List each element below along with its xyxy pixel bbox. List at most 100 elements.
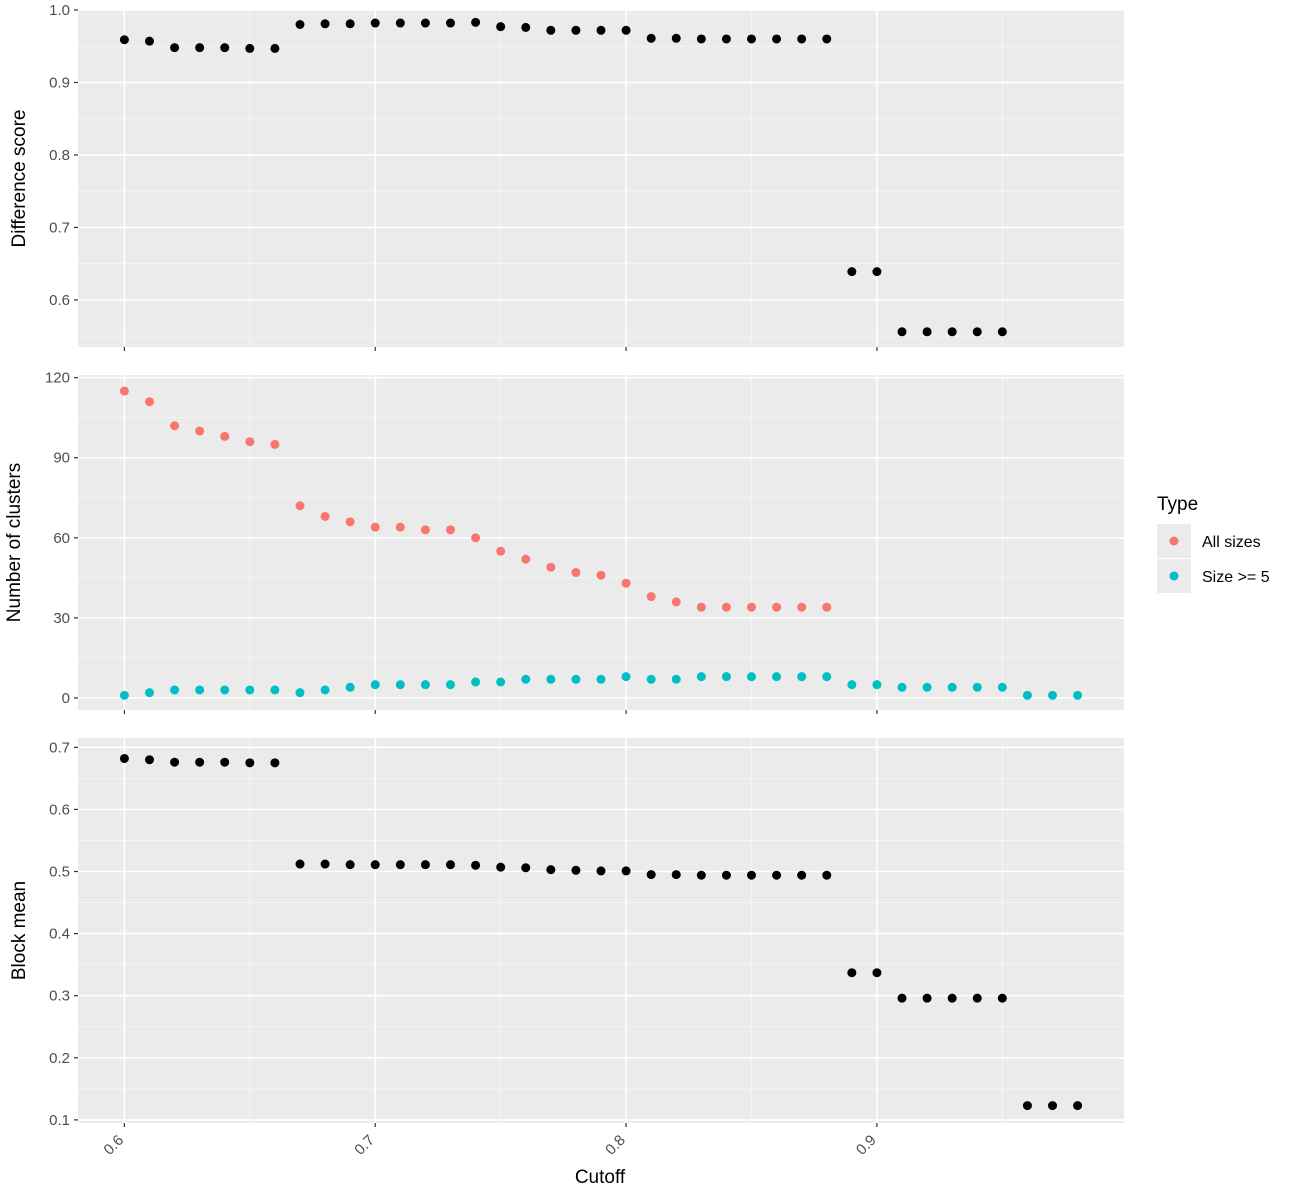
- data-point: [445, 525, 455, 535]
- data-point: [772, 602, 782, 612]
- data-point: [496, 546, 506, 556]
- y-tick-label: 0.2: [49, 1050, 70, 1067]
- data-point: [270, 43, 280, 53]
- data-point: [245, 758, 255, 768]
- legend-label-all-sizes: All sizes: [1202, 534, 1261, 551]
- data-point: [144, 755, 154, 765]
- y-tick-label: 0.8: [49, 147, 70, 164]
- data-point: [571, 25, 581, 35]
- y-tick-label: 0.6: [49, 801, 70, 818]
- data-point: [972, 682, 982, 692]
- data-point: [496, 862, 506, 872]
- data-point: [496, 677, 506, 687]
- legend: Type All sizes Size >= 5: [1157, 494, 1270, 593]
- data-point: [195, 757, 205, 767]
- data-point: [922, 682, 932, 692]
- data-point: [721, 34, 731, 44]
- data-point: [245, 685, 255, 695]
- y-tick-label: 0.5: [49, 864, 70, 881]
- data-point: [947, 993, 957, 1003]
- data-point: [295, 859, 305, 869]
- data-point: [671, 870, 681, 880]
- data-point: [646, 674, 656, 684]
- data-point: [872, 968, 882, 978]
- data-point: [897, 993, 907, 1003]
- data-point: [144, 397, 154, 407]
- data-point: [972, 327, 982, 337]
- data-point: [621, 578, 631, 588]
- x-tick-label: 0.8: [602, 1132, 629, 1159]
- data-point: [295, 688, 305, 698]
- data-point: [420, 18, 430, 28]
- data-point: [1022, 690, 1032, 700]
- data-point: [696, 602, 706, 612]
- data-point: [395, 522, 405, 532]
- data-point: [596, 570, 606, 580]
- y-tick-label: 0.7: [49, 219, 70, 236]
- panel-difference-score: 0.6 0.7 0.8 0.9 1.0 Difference score: [9, 2, 1124, 351]
- data-point: [797, 672, 807, 682]
- data-point: [220, 431, 230, 441]
- data-point: [119, 753, 129, 763]
- data-point: [721, 672, 731, 682]
- data-point: [220, 43, 230, 53]
- panel-background: [78, 738, 1124, 1123]
- data-point: [521, 674, 531, 684]
- data-point: [119, 35, 129, 45]
- data-point: [1048, 690, 1058, 700]
- panel-background: [78, 375, 1124, 710]
- y-axis-title-difference-score: Difference score: [9, 110, 30, 248]
- data-point: [370, 680, 380, 690]
- x-axis-title: Cutoff: [575, 1167, 626, 1188]
- data-point: [345, 682, 355, 692]
- data-point: [571, 674, 581, 684]
- data-point: [1073, 690, 1083, 700]
- data-point: [822, 870, 832, 880]
- data-point: [170, 757, 180, 767]
- data-point: [395, 18, 405, 28]
- data-point: [772, 672, 782, 682]
- data-point: [822, 602, 832, 612]
- data-point: [997, 993, 1007, 1003]
- data-point: [621, 25, 631, 35]
- data-point: [471, 17, 481, 27]
- y-tick-label: 1.0: [49, 2, 70, 19]
- data-point: [922, 327, 932, 337]
- data-point: [797, 870, 807, 880]
- data-point: [445, 860, 455, 870]
- legend-swatch-size-ge-5: [1169, 571, 1179, 581]
- data-point: [872, 267, 882, 277]
- data-point: [646, 870, 656, 880]
- data-point: [972, 993, 982, 1003]
- data-point: [471, 677, 481, 687]
- data-point: [696, 870, 706, 880]
- data-point: [245, 43, 255, 53]
- y-tick-label: 0.3: [49, 988, 70, 1005]
- data-point: [295, 19, 305, 29]
- data-point: [370, 860, 380, 870]
- data-point: [170, 685, 180, 695]
- data-point: [671, 674, 681, 684]
- data-point: [420, 525, 430, 535]
- y-axis-title-block-mean: Block mean: [9, 881, 30, 980]
- data-point: [571, 865, 581, 875]
- data-point: [220, 757, 230, 767]
- data-point: [270, 685, 280, 695]
- data-point: [1048, 1101, 1058, 1111]
- data-point: [195, 685, 205, 695]
- data-point: [320, 859, 330, 869]
- data-point: [295, 501, 305, 511]
- data-point: [646, 592, 656, 602]
- y-tick-label: 90: [53, 450, 70, 467]
- data-point: [345, 517, 355, 527]
- data-point: [621, 672, 631, 682]
- x-tick-label: 0.7: [351, 1132, 378, 1159]
- data-point: [922, 993, 932, 1003]
- y-tick-label: 120: [45, 370, 70, 387]
- data-point: [546, 865, 556, 875]
- data-point: [797, 34, 807, 44]
- data-point: [847, 267, 857, 277]
- data-point: [195, 426, 205, 436]
- data-point: [370, 522, 380, 532]
- data-point: [596, 866, 606, 876]
